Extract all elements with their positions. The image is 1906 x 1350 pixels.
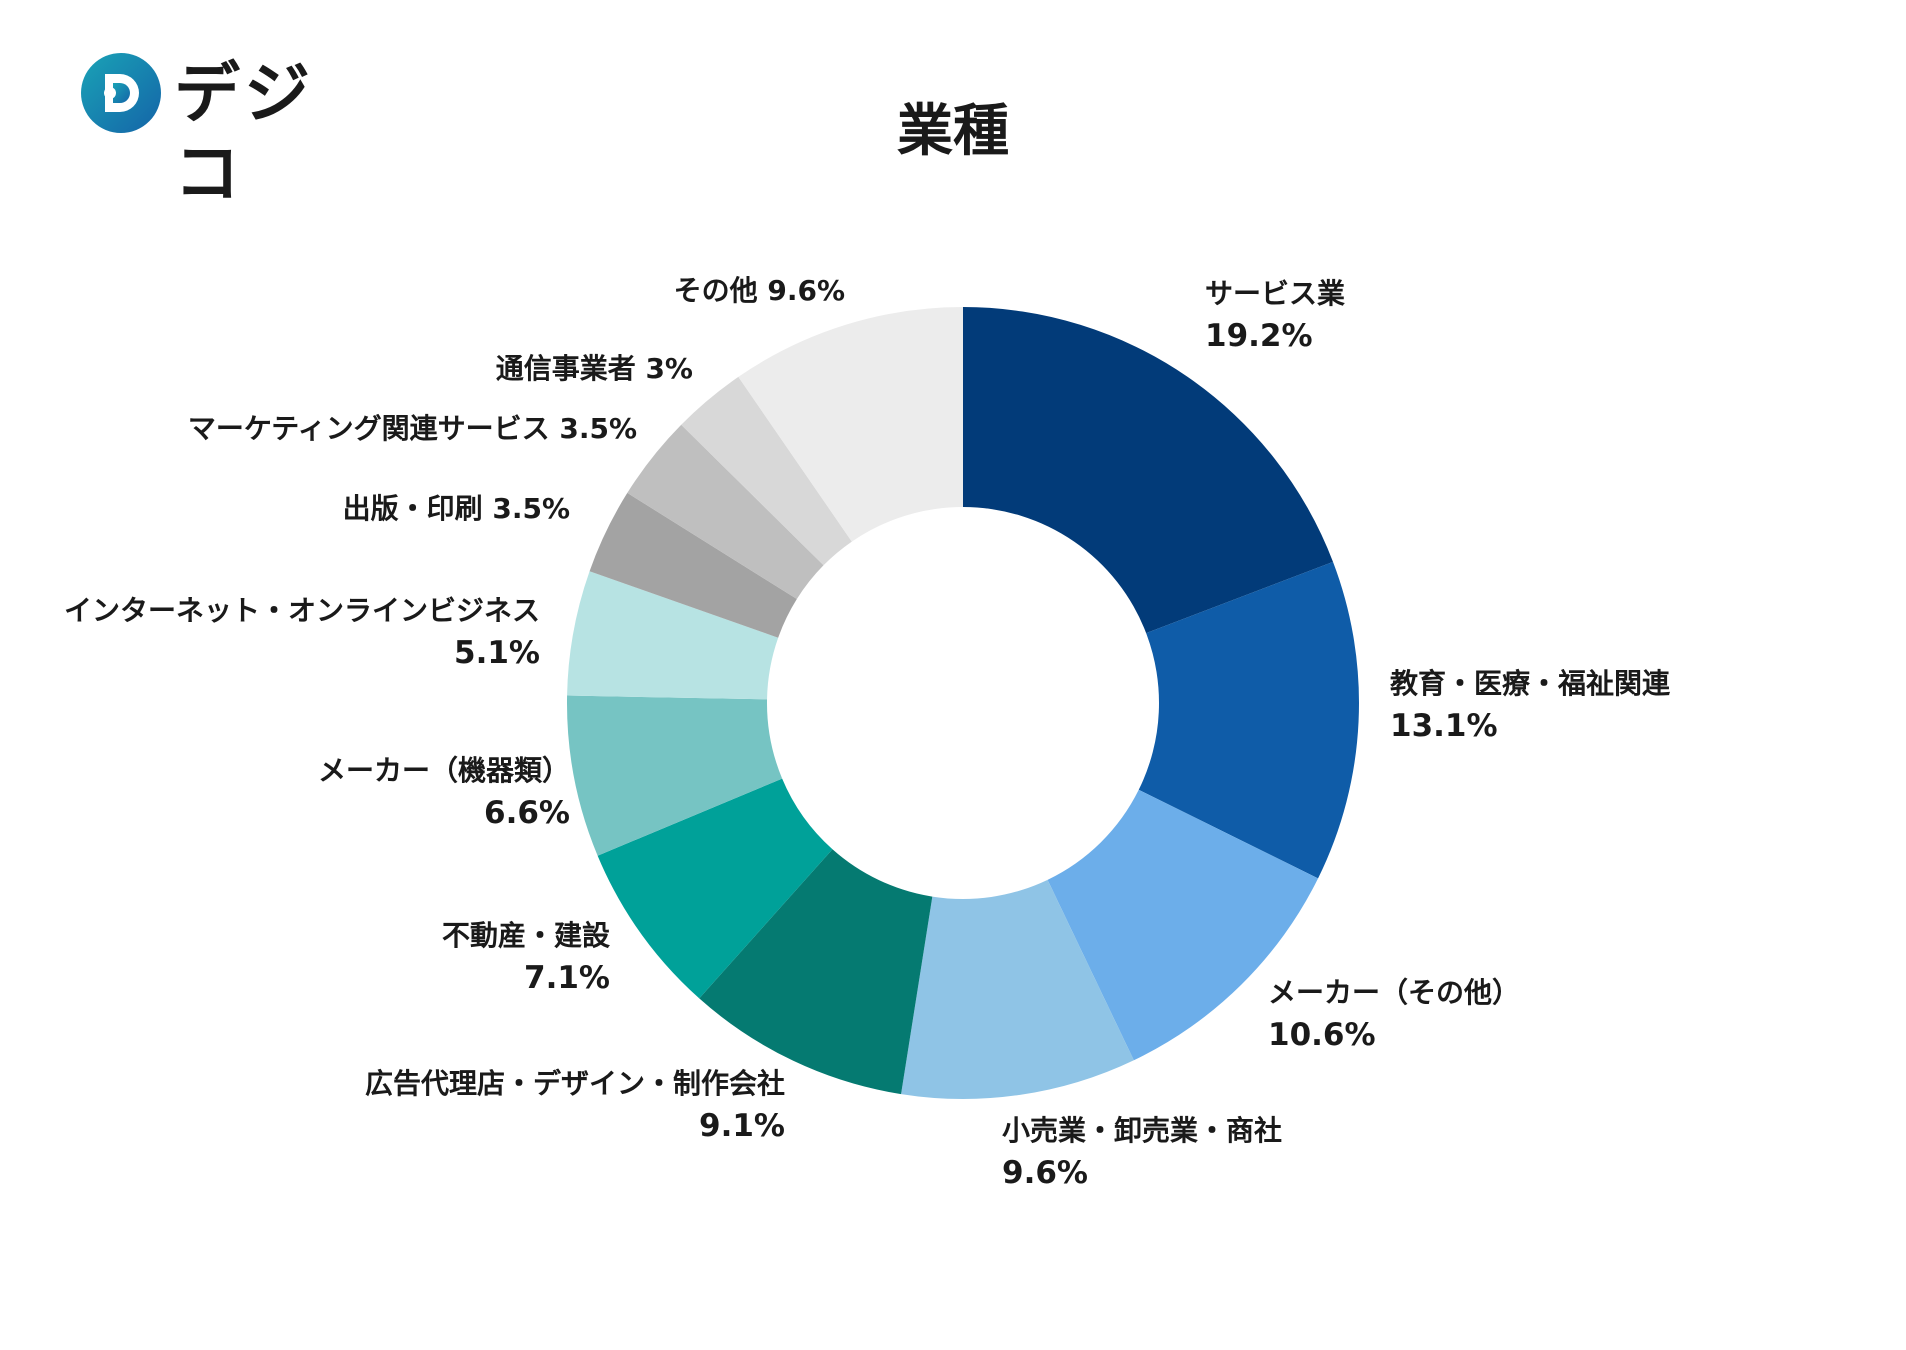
donut-slice — [901, 879, 1134, 1100]
slice-label: マーケティング関連サービス 3.5% — [188, 412, 637, 445]
slice-label: 出版・印刷 3.5% — [343, 492, 570, 525]
slice-label: メーカー（機器類） 6.6% — [318, 754, 570, 831]
donut-slice — [738, 307, 963, 542]
slice-label: 小売業・卸売業・商社 9.6% — [1002, 1114, 1282, 1191]
slice-label: サービス業 19.2% — [1205, 277, 1345, 354]
chart-title: 業種 — [897, 99, 1009, 164]
logo-text: デジコ — [174, 55, 314, 212]
slice-label: 不動産・建設 7.1% — [442, 919, 611, 996]
donut-slice — [1047, 789, 1319, 1061]
logo-mark-icon — [81, 53, 161, 133]
donut-slice — [1138, 561, 1359, 879]
donut-slice — [681, 376, 852, 566]
donut-slice — [567, 695, 783, 856]
donut-slice — [597, 778, 833, 999]
slice-label: メーカー（その他） 10.6% — [1268, 976, 1520, 1053]
slice-label: 教育・医療・福祉関連 13.1% — [1390, 667, 1671, 744]
donut-slice — [963, 307, 1333, 634]
slice-label: インターネット・オンラインビジネス 5.1% — [64, 594, 540, 671]
slice-label: その他 9.6% — [674, 274, 845, 307]
donut-slice — [627, 424, 824, 600]
slice-label: 広告代理店・デザイン・制作会社 9.1% — [365, 1067, 785, 1144]
donut-slice — [699, 849, 933, 1095]
donut-slice — [589, 492, 797, 638]
slice-label: 通信事業者 3% — [496, 352, 693, 385]
brand-logo: デジコ — [80, 52, 380, 212]
donut-slice — [567, 571, 779, 700]
